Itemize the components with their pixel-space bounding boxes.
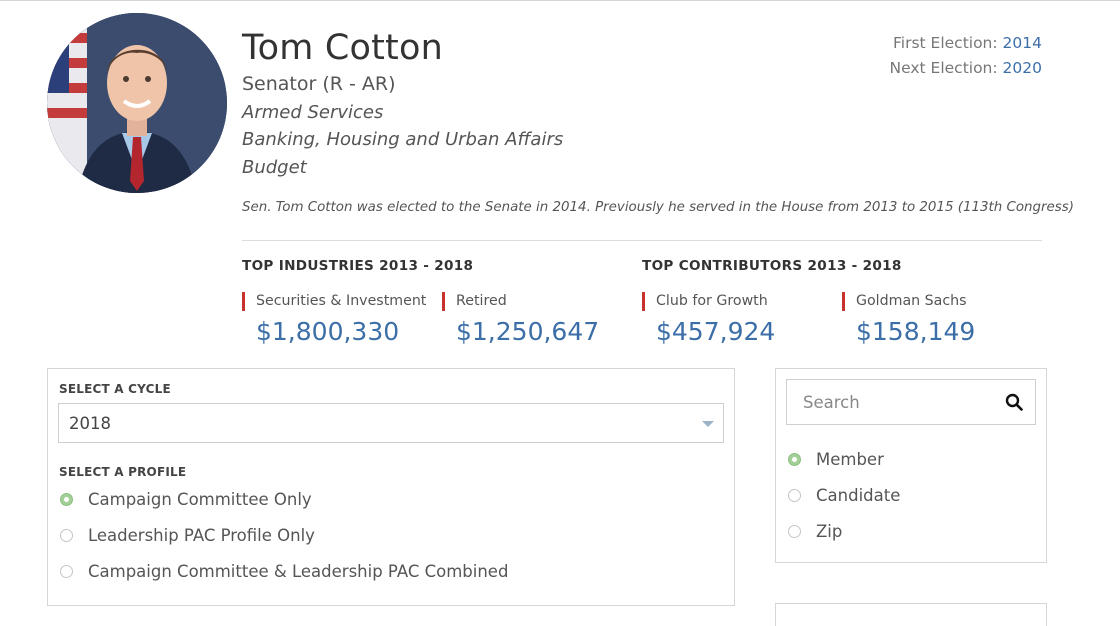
chevron-down-icon bbox=[702, 421, 714, 427]
radio-label: Campaign Committee & Leadership PAC Comb… bbox=[88, 562, 509, 581]
radio-button[interactable] bbox=[60, 565, 73, 578]
cycle-select[interactable]: 2018 bbox=[58, 403, 724, 443]
first-election: First Election: 2014 bbox=[890, 31, 1042, 56]
radio-button[interactable] bbox=[60, 493, 73, 506]
industry-value: $1,250,647 bbox=[456, 317, 600, 346]
radio-label: Member bbox=[816, 450, 884, 469]
contributor-label: Goldman Sachs bbox=[842, 292, 975, 311]
top-border bbox=[0, 0, 1120, 1]
contributor-value: $158,149 bbox=[856, 317, 976, 346]
committee-item: Armed Services bbox=[242, 102, 384, 123]
senator-bio: Sen. Tom Cotton was elected to the Senat… bbox=[242, 200, 1074, 215]
senator-photo bbox=[47, 13, 227, 193]
senator-portrait-icon bbox=[47, 13, 227, 193]
next-election-label: Next Election: bbox=[889, 59, 998, 77]
profile-caption: SELECT A PROFILE bbox=[59, 465, 187, 479]
radio-label: Leadership PAC Profile Only bbox=[88, 526, 315, 545]
industry-stat[interactable]: Retired $1,250,647 bbox=[442, 292, 599, 346]
cycle-caption: SELECT A CYCLE bbox=[59, 382, 171, 396]
radio-label: Campaign Committee Only bbox=[88, 490, 312, 509]
industry-label: Retired bbox=[442, 292, 599, 311]
radio-label: Zip bbox=[816, 522, 843, 541]
top-industries-heading: TOP INDUSTRIES 2013 - 2018 bbox=[242, 258, 474, 274]
search-option-member[interactable]: Member bbox=[788, 450, 884, 469]
radio-label: Candidate bbox=[816, 486, 901, 505]
contributor-label: Club for Growth bbox=[642, 292, 775, 311]
committee-item: Budget bbox=[242, 157, 307, 178]
search-panel: Member Candidate Zip bbox=[775, 368, 1047, 563]
next-election: Next Election: 2020 bbox=[890, 56, 1043, 81]
contributor-value: $457,924 bbox=[656, 317, 776, 346]
committee-item: Banking, Housing and Urban Affairs bbox=[242, 129, 564, 150]
search-icon[interactable] bbox=[1005, 393, 1023, 411]
profile-option-leadership-pac[interactable]: Leadership PAC Profile Only bbox=[60, 526, 315, 545]
radio-button[interactable] bbox=[788, 489, 801, 502]
contributor-stat[interactable]: Goldman Sachs $158,149 bbox=[842, 292, 975, 346]
contributor-stat[interactable]: Club for Growth $457,924 bbox=[642, 292, 775, 346]
first-election-year[interactable]: 2014 bbox=[1002, 34, 1042, 52]
search-box[interactable] bbox=[786, 379, 1036, 425]
radio-button[interactable] bbox=[788, 453, 801, 466]
profile-option-campaign-committee[interactable]: Campaign Committee Only bbox=[60, 490, 312, 509]
profile-option-combined[interactable]: Campaign Committee & Leadership PAC Comb… bbox=[60, 562, 508, 581]
search-input[interactable] bbox=[788, 381, 988, 423]
industry-label: Securities & Investment bbox=[242, 292, 426, 311]
industry-stat[interactable]: Securities & Investment $1,800,330 bbox=[242, 292, 426, 346]
radio-button[interactable] bbox=[60, 529, 73, 542]
top-contributors-heading: TOP CONTRIBUTORS 2013 - 2018 bbox=[642, 258, 902, 274]
next-election-year[interactable]: 2020 bbox=[1002, 59, 1042, 77]
senator-title: Senator (R - AR) bbox=[242, 73, 396, 95]
cycle-selected-value: 2018 bbox=[69, 414, 111, 433]
section-divider bbox=[242, 240, 1042, 241]
senator-name: Tom Cotton bbox=[242, 28, 443, 68]
radio-button[interactable] bbox=[788, 525, 801, 538]
cycle-profile-panel: SELECT A CYCLE 2018 SELECT A PROFILE Cam… bbox=[47, 368, 735, 606]
election-info: First Election: 2014 Next Election: 2020 bbox=[890, 31, 1043, 81]
industry-value: $1,800,330 bbox=[256, 317, 400, 346]
search-option-zip[interactable]: Zip bbox=[788, 522, 842, 541]
secondary-panel bbox=[775, 603, 1047, 626]
first-election-label: First Election: bbox=[892, 34, 998, 52]
search-option-candidate[interactable]: Candidate bbox=[788, 486, 900, 505]
